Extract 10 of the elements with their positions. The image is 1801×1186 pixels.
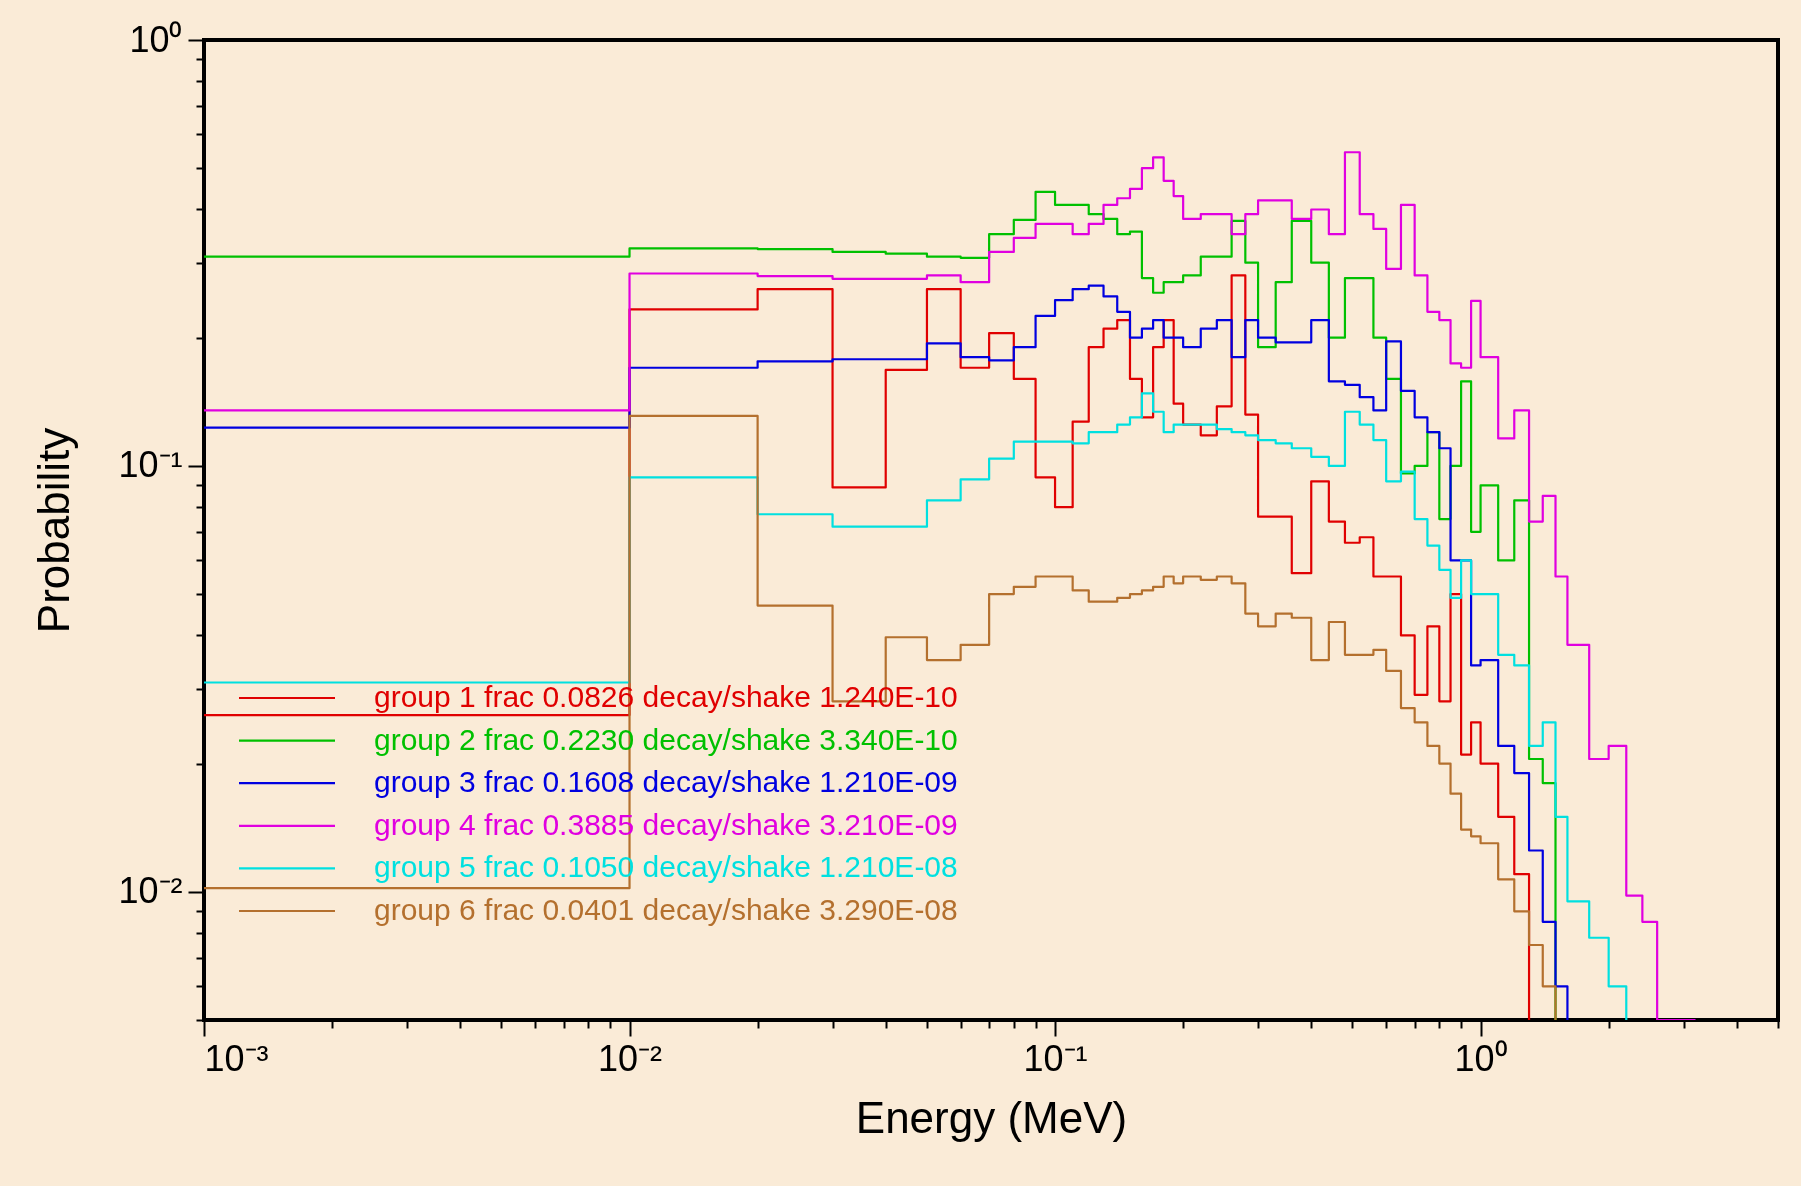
x-tick-label: 10⁻¹ xyxy=(1023,1037,1088,1079)
y-tick-label: 10⁻¹ xyxy=(118,444,183,486)
x-tick-label: 10⁻³ xyxy=(204,1037,269,1079)
x-tick-label: 10⁻² xyxy=(598,1037,663,1079)
y-tick-label: 10⁰ xyxy=(129,18,183,60)
y-tick-label: 10⁻² xyxy=(118,870,183,912)
y-axis-title: Probability xyxy=(29,427,79,634)
x-axis-title: Energy (MeV) xyxy=(855,1092,1128,1142)
x-tick-label: 10⁰ xyxy=(1454,1037,1508,1079)
legend-label: group 6 frac 0.0401 decay/shake 3.290E-08 xyxy=(374,893,958,926)
